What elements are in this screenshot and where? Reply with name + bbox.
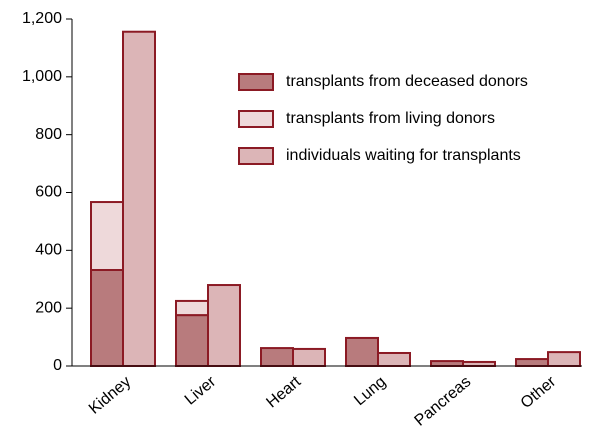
bar — [377, 351, 411, 367]
bar — [175, 314, 209, 367]
bar — [515, 358, 549, 367]
legend-label: transplants from deceased donors — [286, 73, 528, 90]
y-tick-label: 1,200 — [22, 10, 62, 27]
bar — [175, 299, 209, 317]
bar — [260, 347, 294, 367]
y-tick-label: 1,000 — [22, 68, 62, 85]
bar — [462, 360, 496, 367]
x-tick-label: Heart — [263, 373, 304, 412]
bar — [292, 347, 326, 368]
bar — [207, 284, 241, 367]
legend-label: transplants from living donors — [286, 110, 495, 127]
x-tick-label: Lung — [351, 373, 389, 409]
legend-swatch — [238, 73, 274, 91]
bar — [90, 201, 124, 271]
y-tick-label: 800 — [35, 126, 62, 143]
legend-swatch — [238, 110, 274, 128]
y-tick-label: 400 — [35, 242, 62, 259]
bar — [90, 268, 124, 368]
y-tick-label: 0 — [53, 357, 62, 374]
x-tick-label: Other — [518, 373, 560, 412]
bar — [430, 360, 464, 368]
y-tick-label: 600 — [35, 184, 62, 201]
x-tick-label: Liver — [182, 373, 220, 409]
bar — [547, 351, 581, 367]
bar — [345, 336, 379, 368]
legend-swatch — [238, 147, 274, 165]
legend-label: individuals waiting for transplants — [286, 147, 521, 164]
bar — [122, 30, 156, 368]
x-tick-label: Kidney — [86, 373, 134, 417]
y-tick-label: 200 — [35, 299, 62, 316]
x-tick-label: Pancreas — [412, 373, 475, 429]
